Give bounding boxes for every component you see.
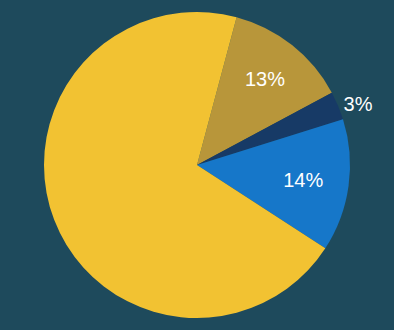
- svg-text:3%: 3%: [344, 93, 373, 115]
- svg-text:14%: 14%: [283, 169, 323, 191]
- svg-text:13%: 13%: [245, 68, 285, 90]
